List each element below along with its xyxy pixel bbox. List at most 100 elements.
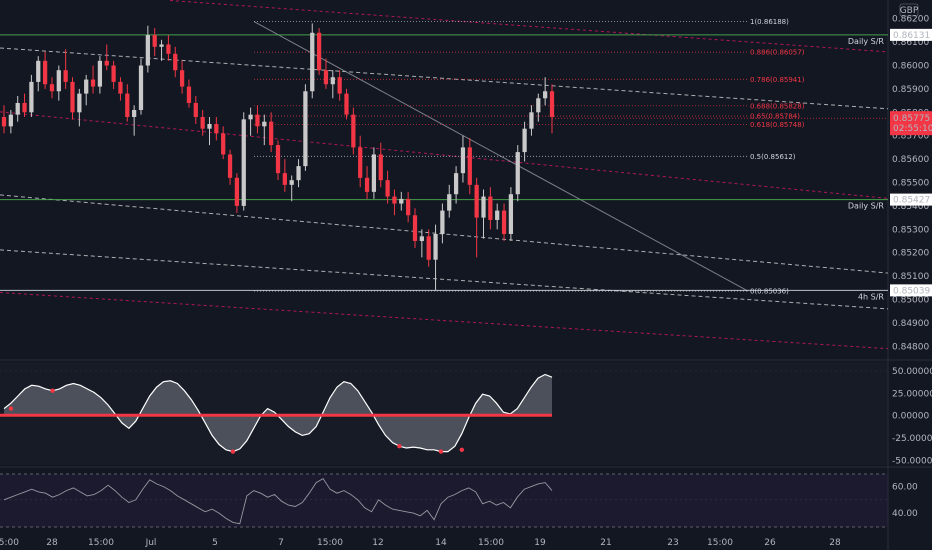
candle [36,56,41,92]
daily-sr-label: Daily S/R [848,37,885,46]
candle [303,84,308,171]
currency-badge[interactable]: GBP [899,3,919,17]
time-tick-label: 14 [435,538,447,548]
daily-sr-bottom-price-tag: 0.85427 [890,193,932,206]
candle [15,95,20,122]
candle [214,116,219,141]
time-tick-label: 23 [667,538,678,548]
candle [289,175,294,202]
h4-sr-price-tag-text: 0.85039 [893,286,930,296]
candle-body [275,145,281,174]
fib-level-label: 0(0.85036) [750,288,789,296]
time-tick-label: 15:00 [478,538,504,548]
candlestick-series [1,23,555,291]
price-tick-label: 0.84900 [892,319,929,329]
candle [138,58,144,115]
channel-line [0,249,889,310]
candle-body [262,121,267,127]
candle [529,105,534,136]
price-tick-label: 0.85400 [892,202,929,212]
price-tick-label: 0.86100 [892,38,929,48]
candle [364,166,370,199]
candle-body [529,112,534,129]
candle-body [84,79,89,94]
candle-body [337,77,342,94]
candle-body [248,114,253,120]
candle-body [392,196,397,204]
oscillator-marker [438,449,444,454]
time-tick-label: 15:00 [88,538,114,548]
candle [296,159,301,188]
candle-body [104,60,109,66]
candle [111,60,116,89]
candle [22,93,27,117]
fib-level-label: 0.688(0.85828) [750,102,805,110]
candle-body [399,198,404,204]
candle-body [296,166,301,181]
price-tick-label: 0.85000 [892,296,929,306]
candle-body [310,32,315,92]
candle-body [70,81,75,113]
time-tick-label: 5 [212,538,218,548]
currency-badge-text: GBP [900,6,919,16]
fibonacci-layer: 1(0.86188) 0.886(0.86057) 0.786(0.85941) 0.… [254,18,805,296]
candle [255,105,260,134]
candle-body [111,65,116,82]
candle-body [460,147,466,174]
candle [460,135,466,183]
price-tick-label: 0.85200 [892,249,929,259]
candle-body [214,124,219,134]
oscillator-tick-label: 0.00000 [892,412,929,422]
price-tick-label: 0.86200 [892,15,929,25]
candle [159,39,164,61]
time-tick-label: 15:00 [707,538,733,548]
candle-body [125,93,130,117]
current-price-text: 0.85775 [893,114,930,124]
time-tick-label: 28 [46,538,58,548]
rsi-pane [0,473,888,528]
time-tick-label: 15:00 [317,538,343,548]
candle [84,74,89,106]
candle [1,105,7,134]
fib-level-label: 1(0.86188) [750,18,789,26]
candle [330,70,335,99]
price-tick-label: 0.85300 [892,225,929,235]
candle-body [522,128,527,153]
candle-body [447,194,452,211]
candle-body [42,60,48,85]
candle-body [22,102,27,113]
candle [227,149,233,185]
price-tick-label: 0.85100 [892,272,929,282]
candle-body [241,119,246,206]
candle [323,58,329,89]
oscillator-tick-label: -50.00000 [892,457,932,467]
fib-level-label: 0.618(0.85748) [750,121,805,129]
oscillator-marker [230,449,236,454]
candle [104,44,109,71]
candle-body [173,53,178,71]
oscillator-tick-label: 25.00000 [892,389,932,399]
daily-sr-top-price-tag-text: 0.86131 [893,31,930,41]
candle [406,191,411,223]
candle [179,60,185,94]
candle-body [145,35,150,66]
candle [351,107,356,155]
candle-body [221,133,226,155]
candle-body [90,79,96,87]
candle [495,203,500,230]
fib-level-label: 0.886(0.86057) [750,49,805,57]
candle-body [159,44,164,47]
channel-line-red [0,291,889,350]
time-tick-label: 12 [372,538,383,548]
candle-body [193,102,198,117]
candle-body [282,173,287,185]
price-axis: GBP0.862000.861000.860000.859000.858000.… [892,3,932,519]
candle-body [77,93,82,113]
candle-body [132,109,137,117]
candle-body [481,196,486,218]
oscillator-tick-label: 50.00000 [892,367,932,377]
